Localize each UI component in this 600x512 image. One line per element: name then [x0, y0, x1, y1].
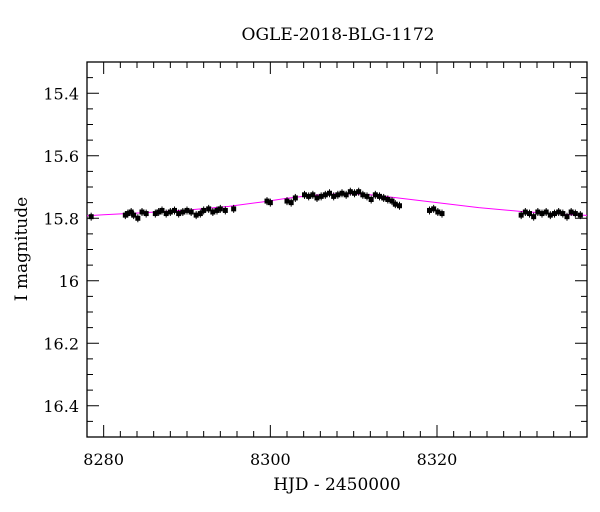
data-point — [560, 211, 566, 217]
data-point — [222, 207, 228, 213]
data-point — [184, 207, 190, 213]
data-point — [197, 211, 203, 217]
data-point — [302, 192, 307, 198]
data-point — [288, 200, 294, 206]
data-point — [556, 209, 562, 215]
data-point — [327, 190, 332, 196]
x-tick-label: 8280 — [83, 450, 124, 469]
data-point — [152, 211, 158, 217]
x-tick-label: 8320 — [417, 450, 458, 469]
data-point — [176, 211, 182, 217]
data-point — [217, 206, 223, 212]
data-point — [389, 198, 395, 204]
data-point — [322, 192, 328, 198]
data-point — [372, 192, 378, 198]
y-tick-label: 16.2 — [43, 334, 79, 353]
data-point — [318, 193, 324, 199]
plot-frame — [86, 61, 588, 438]
data-point — [156, 209, 162, 215]
data-point — [364, 193, 370, 199]
data-point — [439, 211, 445, 217]
data-point — [128, 209, 134, 215]
y-tick-label: 15.8 — [43, 209, 79, 228]
y-tick-label: 15.4 — [43, 84, 79, 103]
data-point — [193, 212, 199, 218]
data-point — [368, 197, 374, 202]
data-point — [564, 214, 570, 220]
data-point — [135, 215, 141, 221]
chart-title: OGLE-2018-BLG-1172 — [242, 25, 435, 45]
data-point — [397, 203, 402, 209]
y-tick-label: 16 — [59, 272, 79, 291]
data-point — [201, 207, 207, 213]
data-point — [88, 214, 94, 220]
data-point — [392, 201, 398, 207]
data-point — [352, 190, 357, 196]
data-point — [547, 212, 553, 218]
data-point — [522, 209, 528, 215]
axis-ticks — [86, 61, 588, 438]
data-point — [343, 192, 349, 198]
data-point — [143, 211, 149, 217]
data-point — [131, 212, 137, 218]
data-point — [427, 207, 432, 213]
x-tick-label: 8300 — [250, 450, 291, 469]
data-point — [527, 211, 532, 217]
data-point — [163, 211, 169, 217]
data-point — [331, 193, 337, 199]
data-point — [360, 192, 366, 198]
data-point — [306, 193, 312, 199]
data-point — [577, 212, 583, 218]
data-point — [539, 211, 545, 217]
data-point — [292, 195, 298, 201]
data-point — [264, 198, 270, 204]
data-point — [568, 209, 574, 215]
data-point — [314, 195, 320, 201]
data-point — [535, 209, 541, 215]
data-point — [552, 211, 557, 217]
plot-area — [87, 187, 587, 223]
data-point — [231, 206, 237, 212]
y-tick-label: 15.6 — [43, 147, 79, 166]
data-point — [267, 200, 273, 206]
data-point — [180, 209, 186, 215]
data-point — [210, 209, 216, 215]
data-point — [167, 209, 173, 215]
data-point — [139, 209, 145, 215]
data-point — [543, 209, 549, 215]
data-point — [159, 207, 165, 213]
data-point — [435, 209, 441, 215]
data-point — [356, 189, 362, 195]
data-point — [531, 214, 537, 220]
data-point — [310, 192, 316, 198]
data-point — [206, 206, 212, 212]
y-tick-label: 16.4 — [43, 397, 79, 416]
data-point — [214, 207, 220, 213]
x-axis-label: HJD - 2450000 — [273, 475, 401, 495]
tick-labels: 8280 8300 8320 15.4 15.6 15.8 16 16.2 16.4 — [43, 84, 457, 469]
data-point — [381, 195, 387, 201]
data-point — [347, 189, 353, 195]
data-point — [188, 209, 194, 215]
data-point — [125, 211, 131, 217]
data-point — [339, 190, 345, 196]
y-axis-label: I magnitude — [12, 197, 32, 301]
data-point — [572, 211, 578, 217]
data-point — [385, 197, 391, 202]
data-point — [518, 212, 524, 218]
data-point — [335, 192, 341, 198]
data-point — [377, 193, 382, 199]
data-point — [172, 207, 177, 213]
data-point — [284, 198, 290, 204]
data-point — [431, 206, 437, 212]
data-points — [88, 187, 583, 223]
